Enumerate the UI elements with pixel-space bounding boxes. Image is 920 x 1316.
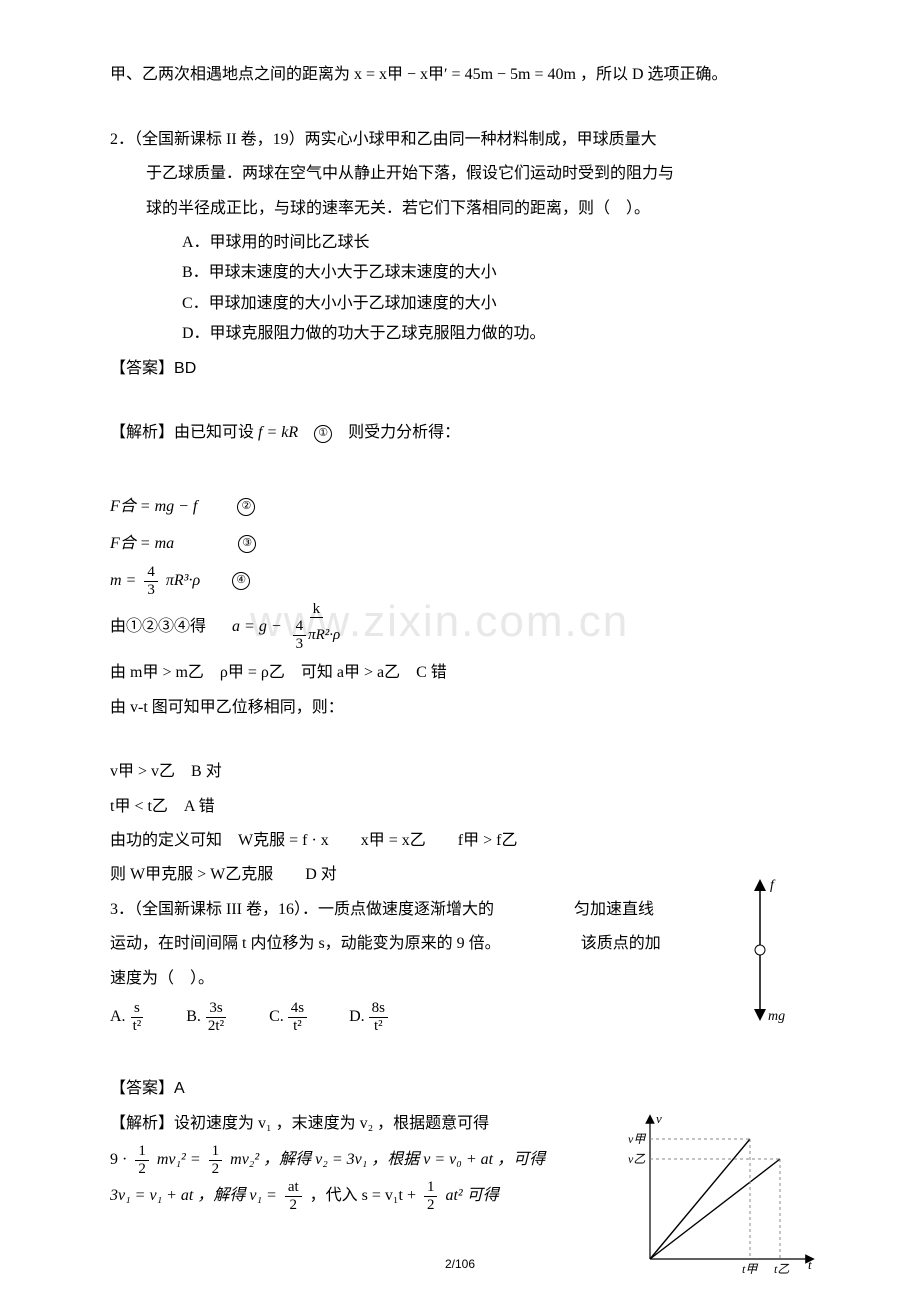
svg-text:mg: mg <box>768 1009 785 1024</box>
q3-option-a: A. st² <box>110 1000 144 1034</box>
answer-value: BD <box>174 360 196 377</box>
eq-2: F合 = mg − f <box>110 489 197 524</box>
q2-option-a: A．甲球用的时间比乙球长 <box>110 228 810 258</box>
f-label: f <box>770 878 776 893</box>
eq-4-tail: πR³·ρ <box>166 563 200 598</box>
line-t-compare: t甲 < t乙 A 错 <box>110 792 810 822</box>
line-v-compare: v甲 > v乙 B 对 <box>110 757 810 787</box>
answer-label: 【答案】 <box>110 360 174 377</box>
line-vt: 由 v-t 图可知甲乙位移相同，则： <box>110 693 810 723</box>
q3-option-c: C. 4st² <box>269 1000 307 1034</box>
q3-stem-line1: 3．（全国新课标 III 卷，16）．一质点做速度逐渐增大的匀加速直线 <box>110 895 810 925</box>
derive-lead: 由①②③④得 <box>110 609 206 644</box>
vt-graph: v v甲 v乙 t甲 t乙 t <box>620 1109 820 1279</box>
circ-4: ④ <box>232 572 250 590</box>
a-eq-frac: k 4 3 πR²·ρ <box>290 601 344 653</box>
svg-text:v甲: v甲 <box>628 1132 646 1146</box>
sol-tail: 则受力分析得： <box>348 424 460 441</box>
q2-option-b: B．甲球末速度的大小大于乙球末速度的大小 <box>110 258 810 288</box>
q2-answer: 【答案】BD <box>110 354 810 384</box>
q2-stem-1: 2．（全国新课标 II 卷，19）两实心小球甲和乙由同一种材料制成，甲球质量大 <box>110 125 810 155</box>
top-conclusion: 甲、乙两次相遇地点之间的距离为 x = x甲 − x甲′ = 45m − 5m … <box>110 60 810 90</box>
eq-4-frac: 4 3 <box>144 564 158 598</box>
a-eq-lhs: a = g − <box>232 609 282 644</box>
circ-2: ② <box>237 498 255 516</box>
q3-option-b: B. 3s2t² <box>186 1000 227 1034</box>
q2-stem-2: 于乙球质量．两球在空气中从静止开始下落，假设它们运动时受到的阻力与 <box>110 159 810 189</box>
q3-options: A. st² B. 3s2t² C. 4st² D. 8st² <box>110 1000 810 1034</box>
line-m-compare: 由 m甲 > m乙 ρ甲 = ρ乙 可知 a甲 > a乙 C 错 <box>110 658 810 688</box>
equation-block: F合 = mg − f ② F合 = ma ③ m = 4 3 πR³·ρ ④ <box>110 489 810 652</box>
q2-option-c: C．甲球加速度的大小小于乙球加速度的大小 <box>110 289 810 319</box>
q3-stem-line3: 速度为（ ）。 <box>110 964 810 994</box>
line-w1: 由功的定义可知 W克服 = f · x x甲 = x乙 f甲 > f乙 <box>110 826 810 856</box>
force-diagram: f mg <box>730 875 800 1025</box>
q2-stem-3: 球的半径成正比，与球的速率无关．若它们下落相同的距离，则（ ）。 <box>110 194 810 224</box>
svg-text:t甲: t甲 <box>742 1262 758 1276</box>
line-w2: 则 W甲克服 > W乙克服 D 对 <box>110 860 810 890</box>
svg-text:v: v <box>656 1111 662 1126</box>
q3-option-d: D. 8st² <box>349 1000 388 1034</box>
eq-f: f = kR <box>258 424 298 441</box>
q3-stem-line2: 运动，在时间间隔 t 内位移为 s，动能变为原来的 9 倍。该质点的加 <box>110 929 810 959</box>
svg-text:t乙: t乙 <box>774 1262 789 1276</box>
q2-option-d: D．甲球克服阻力做的功大于乙球克服阻力做的功。 <box>110 319 810 349</box>
q3-answer: 【答案】A <box>110 1074 810 1104</box>
circ-3: ③ <box>238 535 256 553</box>
eq-4-lhs: m = <box>110 563 136 598</box>
circ-1: ① <box>314 425 332 443</box>
svg-text:v乙: v乙 <box>628 1152 645 1166</box>
q2-solution-lead: 【解析】由已知可设 f = kR ① 则受力分析得： <box>110 418 810 448</box>
eq-3: F合 = ma <box>110 526 174 561</box>
sol-label: 【解析】由已知可设 <box>110 424 254 441</box>
svg-text:t: t <box>808 1257 812 1272</box>
